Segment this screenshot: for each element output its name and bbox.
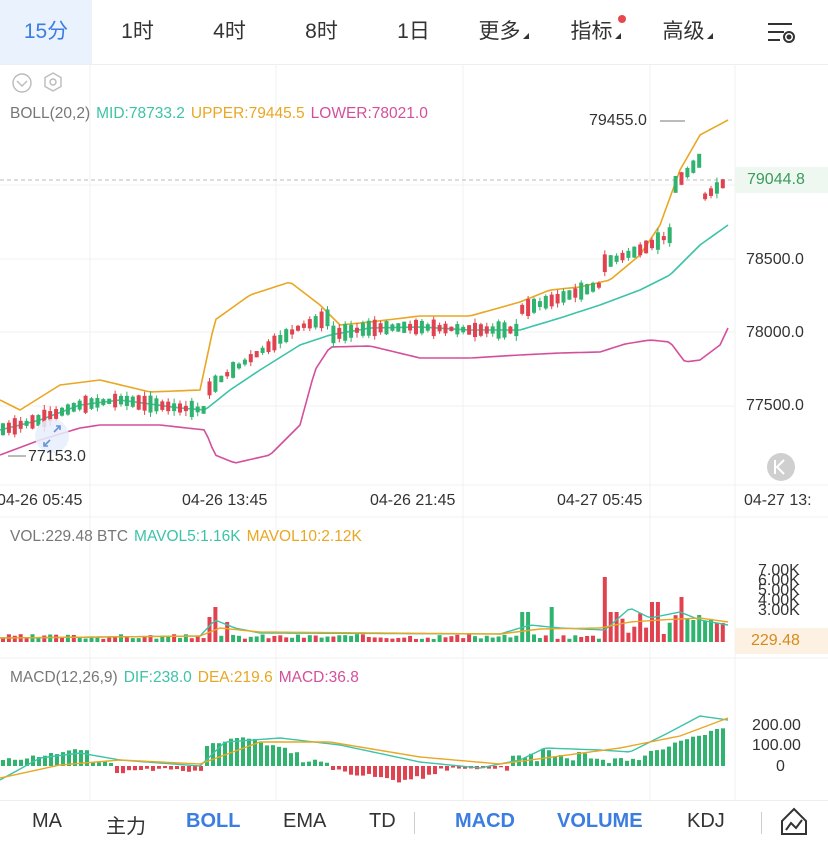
tab-advanced[interactable]: 高级 [650, 0, 725, 64]
bottom-divider [0, 800, 828, 801]
boll-upper-line [0, 119, 729, 411]
boll-mid-value: MID:78733.2 [96, 105, 185, 122]
vol-axis-label: 3.00K [758, 602, 800, 619]
tab-4h[interactable]: 4时 [192, 0, 267, 64]
dropdown-caret-icon [614, 33, 621, 39]
macd-axis-label: 0 [776, 758, 785, 775]
vol-axis-label: 5.00K [758, 582, 800, 599]
macd-histogram [1, 728, 725, 783]
macd-axis-label: 200.00 [752, 717, 801, 734]
tab-label: 高级 [662, 20, 705, 43]
tab-label: 指标 [570, 20, 613, 43]
time-axis-label: 04-26 13:45 [182, 492, 268, 509]
chevron-down-circle-icon[interactable] [12, 73, 32, 93]
macd-legend: MACD(12,26,9) DIF:238.0 DEA:219.6 MACD:36.8 [10, 669, 365, 687]
chart-settings-icon[interactable] [768, 23, 795, 43]
mavol10-value: MAVOL10:2.12K [246, 528, 362, 545]
macd-axis-label: 100.00 [752, 737, 801, 754]
vol-axis-label: 7.00K [758, 562, 800, 579]
tab-8h[interactable]: 8时 [284, 0, 359, 64]
dropdown-caret-icon [522, 33, 529, 39]
tab-15m[interactable]: 15分 [0, 0, 92, 64]
macd-value: MACD:36.8 [278, 669, 359, 686]
price-axis-label: 78500.0 [746, 251, 804, 268]
tab-more[interactable]: 更多 [466, 0, 541, 64]
mavol10-line [0, 617, 729, 639]
tab-main-force[interactable]: 主力 [106, 816, 146, 838]
kline-chart[interactable] [0, 0, 828, 800]
price-axis-label: 78000.0 [746, 324, 804, 341]
tab-label: 更多 [478, 20, 521, 43]
mavol5-line [0, 608, 729, 639]
indicator-tabs: MA 主力 BOLL EMA TD MACD VOLUME KDJ [0, 800, 828, 847]
tab-ma[interactable]: MA [32, 810, 62, 832]
tab-indicators[interactable]: 指标 [558, 0, 633, 64]
chart-grid [0, 64, 828, 800]
time-axis-label: 04-27 13: [744, 492, 812, 509]
tab-label: 1时 [121, 20, 154, 43]
dropdown-caret-icon [706, 33, 713, 39]
tab-separator [761, 812, 762, 834]
candlesticks [1, 153, 725, 438]
tab-macd[interactable]: MACD [455, 810, 515, 832]
tab-separator [414, 812, 415, 834]
current-volume-tag: 229.48 [735, 628, 828, 654]
macd-title: MACD(12,26,9) [10, 669, 118, 686]
boll-upper-value: UPPER:79445.5 [190, 105, 305, 122]
tab-1d[interactable]: 1日 [376, 0, 451, 64]
time-axis-label: 04-26 21:45 [370, 492, 456, 509]
notification-dot [618, 15, 626, 23]
vol-axis-label: 6.00K [758, 572, 800, 589]
low-price-label: 77153.0 [28, 448, 86, 465]
tabs-divider [0, 64, 828, 65]
vol-axis-label: 4.00K [758, 592, 800, 609]
tab-boll[interactable]: BOLL [186, 810, 241, 832]
expand-arrows-icon[interactable] [35, 419, 69, 453]
draw-chart-icon[interactable] [781, 807, 807, 835]
boll-legend: BOLL(20,2) MID:78733.2 UPPER:79445.5 LOWER:… [10, 105, 434, 123]
boll-title: BOLL(20,2) [10, 105, 91, 122]
dea-line [0, 717, 729, 779]
tab-label: 8时 [305, 20, 338, 43]
boll-lower-line [0, 327, 729, 464]
tab-volume[interactable]: VOLUME [557, 810, 643, 832]
dif-value: DIF:238.0 [123, 669, 192, 686]
boll-lower-value: LOWER:78021.0 [310, 105, 428, 122]
tab-ema[interactable]: EMA [283, 810, 327, 832]
tab-label: 15分 [23, 20, 69, 43]
price-axis-label: 77500.0 [746, 397, 804, 414]
time-axis-label: 04-26 05:45 [0, 492, 83, 509]
vol-legend: VOL:229.48 BTC MAVOL5:1.16K MAVOL10:2.12K [10, 528, 368, 546]
mavol5-value: MAVOL5:1.16K [134, 528, 241, 545]
tab-1h[interactable]: 1时 [100, 0, 175, 64]
tab-td[interactable]: TD [369, 810, 396, 832]
vol-title: VOL:229.48 BTC [10, 528, 129, 545]
timeframe-tabs: 15分 1时 4时 8时 1日 更多 指标 高级 [0, 0, 828, 64]
gear-icon[interactable] [44, 72, 62, 92]
tab-label: 1日 [397, 20, 430, 43]
jump-to-latest-icon[interactable] [767, 453, 795, 481]
current-price-tag: 79044.8 [735, 167, 828, 193]
dea-value: DEA:219.6 [197, 669, 273, 686]
time-axis-label: 04-27 05:45 [557, 492, 643, 509]
tab-kdj[interactable]: KDJ [687, 810, 725, 832]
tab-label: 4时 [213, 20, 246, 43]
high-price-label: 79455.0 [589, 112, 647, 129]
